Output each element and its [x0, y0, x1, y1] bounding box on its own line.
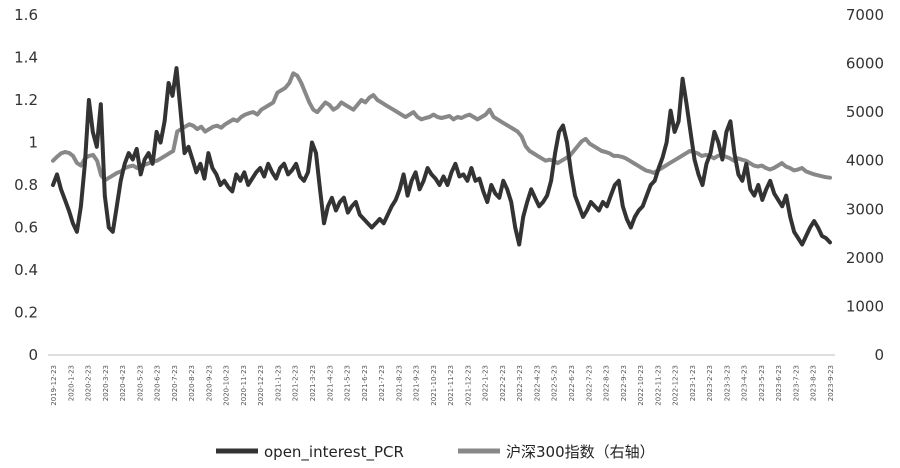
x-tick-label: 2021-1-23	[274, 365, 282, 401]
x-axis: 2019-12-23 2020-1-23 2020-2-23 2020-3-23 202…	[48, 354, 835, 406]
x-tick-label: 2022-11-23	[654, 365, 662, 406]
x-tick-label: 2022-3-23	[516, 365, 524, 401]
left-tick-label: 0.4	[14, 261, 38, 279]
x-tick-label: 2021-11-23	[447, 365, 455, 406]
x-tick-label: 2020-11-23	[240, 365, 248, 406]
x-tick-label: 2020-3-23	[102, 365, 110, 401]
x-tick-label: 2023-7-23	[792, 365, 800, 401]
left-tick-label: 0.2	[14, 304, 38, 322]
right-tick-label: 5000	[846, 103, 884, 121]
x-tick-label: 2022-9-23	[620, 365, 628, 401]
left-tick-label: 1	[28, 134, 38, 152]
left-tick-label: 0.6	[14, 219, 38, 237]
x-tick-label: 2023-6-23	[775, 365, 783, 401]
left-tick-label: 0.8	[14, 176, 38, 194]
x-tick-label: 2021-8-23	[395, 365, 403, 401]
right-tick-label: 3000	[846, 200, 884, 218]
x-tick-label: 2020-8-23	[188, 365, 196, 401]
x-tick-label: 2022-7-23	[585, 365, 593, 401]
x-tick-label: 2022-1-23	[482, 365, 490, 401]
legend-label: open_interest_PCR	[264, 443, 404, 462]
x-tick-label: 2023-9-23	[827, 365, 835, 401]
x-tick-label: 2021-6-23	[361, 365, 369, 401]
x-tick-label: 2022-12-23	[672, 365, 680, 406]
x-tick-label: 2023-3-23	[723, 365, 731, 401]
right-y-axis: 0 1000 2000 3000 4000 5000 6000 7000	[846, 6, 884, 364]
x-tick-label: 2023-1-23	[689, 365, 697, 401]
x-tick-label: 2022-8-23	[603, 365, 611, 401]
legend: open_interest_PCR 沪深300指数（右轴）	[216, 443, 655, 462]
left-y-axis: 0 0.2 0.4 0.6 0.8 1 1.2 1.4 1.6	[14, 6, 38, 364]
x-tick-label: 2020-4-23	[119, 365, 127, 401]
right-tick-label: 0	[874, 346, 884, 364]
x-tick-label: 2020-6-23	[154, 365, 162, 401]
x-tick-label: 2021-12-23	[464, 365, 472, 406]
x-tick-label: 2021-4-23	[326, 365, 334, 401]
right-tick-label: 1000	[846, 297, 884, 315]
left-tick-label: 0	[28, 346, 38, 364]
x-tick-label: 2022-4-23	[533, 365, 541, 401]
legend-label: 沪深300指数（右轴）	[506, 443, 655, 461]
x-tick-label: 2021-2-23	[292, 365, 300, 401]
x-tick-label: 2021-7-23	[378, 365, 386, 401]
x-tick-label: 2020-2-23	[85, 365, 93, 401]
left-tick-label: 1.6	[14, 6, 38, 24]
series-layer	[51, 66, 832, 247]
series-line-pcr	[51, 66, 832, 247]
x-tick-label: 2020-12-23	[257, 365, 265, 406]
x-tick-label: 2021-3-23	[309, 365, 317, 401]
x-tick-label: 2022-5-23	[551, 365, 559, 401]
x-tick-label: 2022-2-23	[499, 365, 507, 401]
right-tick-label: 2000	[846, 249, 884, 267]
x-tick-label: 2021-5-23	[344, 365, 352, 401]
x-tick-label: 2022-10-23	[637, 365, 645, 406]
x-tick-label: 2020-1-23	[67, 365, 75, 401]
x-tick-label: 2020-7-23	[171, 365, 179, 401]
x-tick-label: 2023-4-23	[741, 365, 749, 401]
x-tick-label: 2023-8-23	[810, 365, 818, 401]
left-tick-label: 1.4	[14, 49, 38, 67]
x-tick-label: 2021-10-23	[430, 365, 438, 406]
x-tick-label: 2022-6-23	[568, 365, 576, 401]
left-tick-label: 1.2	[14, 91, 38, 109]
x-tick-label: 2023-2-23	[706, 365, 714, 401]
x-tick-label: 2020-10-23	[223, 365, 231, 406]
x-tick-label: 2020-9-23	[205, 365, 213, 401]
right-tick-label: 6000	[846, 55, 884, 73]
x-tick-label: 2019-12-23	[50, 365, 58, 406]
right-tick-label: 7000	[846, 6, 884, 24]
x-tick-label: 2023-5-23	[758, 365, 766, 401]
x-tick-label: 2020-5-23	[136, 365, 144, 401]
x-tick-label: 2021-9-23	[413, 365, 421, 401]
right-tick-label: 4000	[846, 152, 884, 170]
